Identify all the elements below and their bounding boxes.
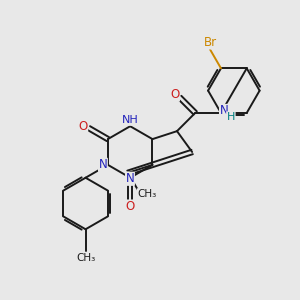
Text: Br: Br — [203, 36, 217, 49]
Text: N: N — [220, 104, 228, 117]
Text: N: N — [98, 158, 107, 171]
Text: H: H — [227, 112, 235, 122]
Text: O: O — [170, 88, 179, 101]
Text: CH₃: CH₃ — [137, 189, 157, 199]
Text: NH: NH — [122, 115, 139, 125]
Text: O: O — [78, 120, 88, 133]
Text: CH₃: CH₃ — [76, 253, 95, 263]
Text: O: O — [126, 200, 135, 213]
Text: N: N — [126, 172, 134, 185]
